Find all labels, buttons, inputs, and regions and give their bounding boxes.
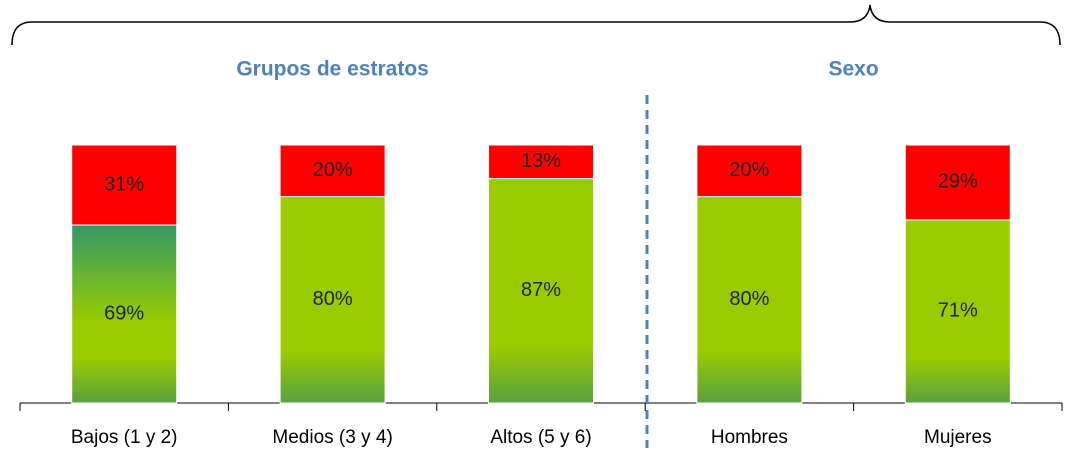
x-tick-label: Bajos (1 y 2)	[71, 427, 178, 448]
bar-segment	[279, 144, 386, 198]
bar-segment	[696, 144, 803, 198]
x-tick-label: Medios (3 y 4)	[272, 427, 392, 448]
value-label: 29%	[938, 171, 978, 193]
bar-segment	[696, 196, 803, 404]
value-label: 20%	[313, 159, 353, 181]
value-label: 13%	[521, 150, 561, 172]
bar-segment	[279, 196, 386, 404]
bar-segment	[488, 178, 594, 404]
bar-segment	[71, 144, 178, 226]
value-label: 87%	[521, 279, 561, 301]
bar-segment	[904, 219, 1011, 404]
value-label: 31%	[104, 173, 144, 195]
value-label: 80%	[313, 288, 353, 310]
group-label: Sexo	[828, 58, 878, 81]
bar-segment	[904, 144, 1011, 221]
x-tick-label: Altos (5 y 6)	[490, 427, 591, 448]
value-label: 69%	[104, 302, 144, 324]
value-label: 20%	[729, 159, 769, 181]
x-tick-label: Mujeres	[924, 427, 992, 448]
value-label: 80%	[729, 288, 769, 310]
group-label: Grupos de estratos	[236, 58, 429, 81]
bar-segment	[71, 224, 178, 404]
x-tick-label: Hombres	[711, 427, 788, 448]
group-brace	[11, 4, 1061, 46]
value-label: 71%	[938, 300, 978, 322]
bar-segment	[488, 144, 594, 180]
